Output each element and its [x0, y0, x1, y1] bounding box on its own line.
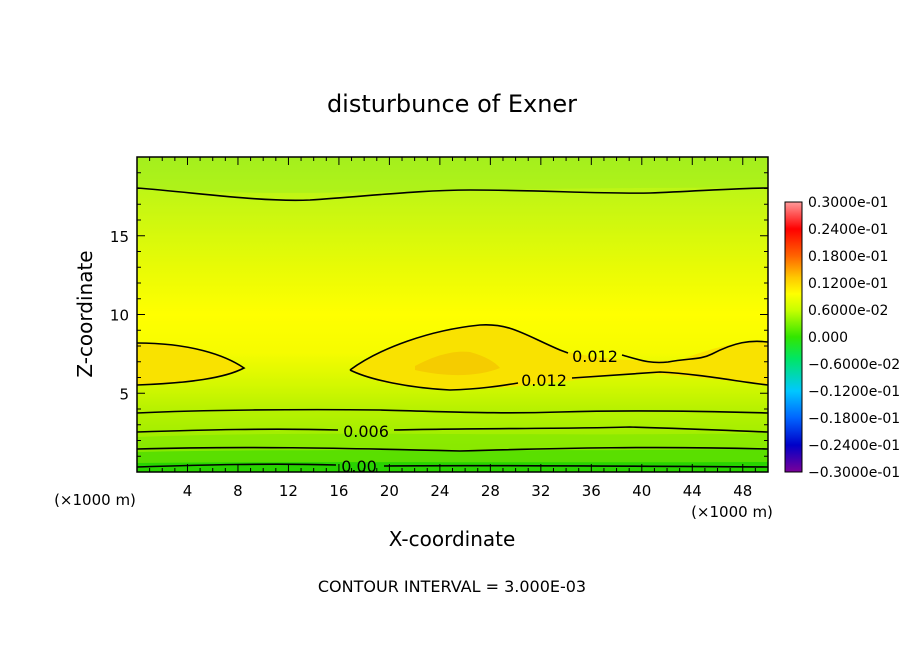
- field-blob-left: [137, 343, 244, 385]
- x-unit-right: (×1000 m): [691, 503, 773, 521]
- contour-012-right-lower: [571, 371, 768, 386]
- colorbar-label: 0.000: [808, 330, 848, 346]
- contour-012-center-upper: [349, 324, 569, 371]
- colorbar-label: 0.3000e-01: [808, 195, 888, 211]
- x-tick-label: 20: [380, 482, 399, 500]
- contour-top: [137, 187, 768, 202]
- plot-area: [137, 157, 768, 472]
- contour-interval-note: CONTOUR INTERVAL = 3.000E-03: [318, 577, 586, 596]
- contour-006-right: [393, 426, 768, 433]
- y-axis-title: Z-coordinate: [73, 250, 97, 377]
- contour-label-3: 0.006: [343, 422, 389, 441]
- field-band-upper: [137, 157, 768, 193]
- x-tick-label: 32: [531, 482, 550, 500]
- colorbar: 0.3000e-01 0.2400e-01 0.1800e-01 0.1200e-01…: [784, 195, 900, 481]
- x-tick-label: 36: [582, 482, 601, 500]
- x-tick-label: 44: [683, 482, 702, 500]
- x-tick-label: 16: [329, 482, 348, 500]
- x-axis: 4 8 12 16 20 24 28 32 36 40 44 48: [149, 157, 756, 500]
- contour-012-center-lower: [349, 369, 519, 391]
- chart-title: disturbunce of Exner: [327, 90, 577, 118]
- contour-label-2: 0.012: [521, 371, 567, 390]
- contour-label-4: 0.00: [341, 457, 377, 476]
- colorbar-label: −0.1200e-01: [808, 384, 900, 400]
- contour-low: [137, 446, 768, 452]
- contour-006-left: [137, 428, 339, 433]
- contour-012-left: [137, 342, 246, 386]
- colorbar-frame: [784, 201, 803, 473]
- field-blob-core: [415, 351, 500, 376]
- colorbar-label: 0.2400e-01: [808, 222, 888, 238]
- x-tick-label: 28: [481, 482, 500, 500]
- colorbar-labels: 0.3000e-01 0.2400e-01 0.1800e-01 0.1200e-01…: [808, 195, 900, 481]
- x-tick-label: 40: [632, 482, 651, 500]
- colorbar-label: 0.6000e-02: [808, 303, 888, 319]
- contour-label-1: 0.012: [572, 347, 618, 366]
- x-unit-left: (×1000 m): [54, 491, 136, 509]
- x-tick-label: 48: [733, 482, 752, 500]
- x-tick-label: 24: [430, 482, 449, 500]
- contour-012-right-upper: [621, 340, 768, 364]
- y-axis: 5 10 15: [110, 172, 768, 457]
- y-tick-label: 15: [110, 228, 129, 246]
- colorbar-label: 0.1800e-01: [808, 249, 888, 265]
- y-tick-label: 10: [110, 307, 129, 325]
- colorbar-label: −0.2400e-01: [808, 438, 900, 454]
- y-tick-label: 5: [119, 385, 129, 403]
- colorbar-label: −0.6000e-02: [808, 357, 900, 373]
- x-tick-label: 4: [183, 482, 193, 500]
- x-tick-label: 8: [233, 482, 243, 500]
- contour-000-right: [383, 464, 768, 468]
- x-axis-title: X-coordinate: [389, 527, 516, 551]
- colorbar-label: 0.1200e-01: [808, 276, 888, 292]
- contour-000-left: [137, 463, 337, 468]
- colorbar-gradient: [785, 202, 802, 472]
- contour-lines: [137, 187, 768, 468]
- contour-mid: [137, 408, 768, 414]
- x-tick-label: 12: [279, 482, 298, 500]
- colorbar-label: −0.3000e-01: [808, 465, 900, 481]
- colorbar-label: −0.1800e-01: [808, 411, 900, 427]
